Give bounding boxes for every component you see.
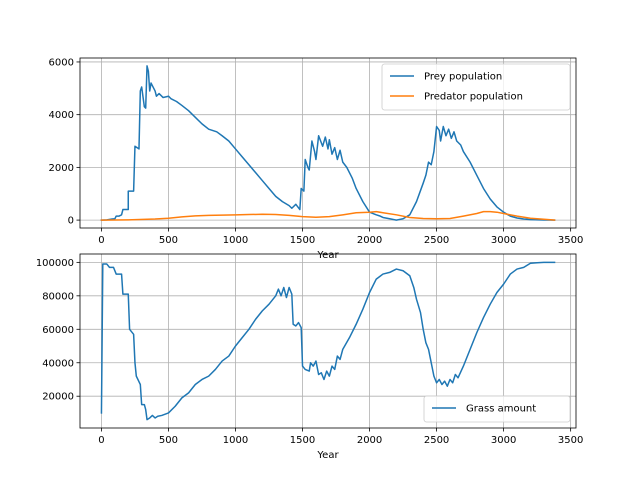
x-tick-label: 2000 bbox=[357, 235, 382, 246]
x-tick-label: 2500 bbox=[424, 435, 449, 446]
x-tick-label: 1500 bbox=[290, 435, 315, 446]
plot-frame bbox=[79, 253, 577, 429]
x-axis-label: Year bbox=[316, 250, 339, 261]
legend-label: Predator population bbox=[424, 92, 523, 103]
x-tick-label: 3500 bbox=[558, 435, 583, 446]
y-tick-label: 4000 bbox=[49, 110, 74, 121]
y-tick-label: 80000 bbox=[42, 291, 74, 302]
x-tick-label: 1500 bbox=[290, 235, 315, 246]
x-tick-label: 2500 bbox=[424, 235, 449, 246]
x-tick-label: 3000 bbox=[491, 235, 516, 246]
x-tick-label: 0 bbox=[98, 235, 104, 246]
legend-box bbox=[381, 63, 571, 111]
series-line-grass-amount bbox=[100, 261, 556, 421]
x-tick-label: 3000 bbox=[491, 435, 516, 446]
y-tick-label: 2000 bbox=[49, 163, 74, 174]
x-tick-label: 0 bbox=[98, 435, 104, 446]
series-line-predator-population bbox=[100, 210, 556, 221]
legend-label: Prey population bbox=[424, 72, 502, 83]
x-tick-label: 1000 bbox=[223, 435, 248, 446]
legend: Grass amount bbox=[423, 395, 571, 423]
legend: Prey population Predator population bbox=[381, 63, 571, 111]
x-tick-label: 500 bbox=[159, 435, 178, 446]
subplot-1: 0 500 1000 1500 2000 2500 3000 3500 0 2000 4000 600… bbox=[49, 57, 584, 261]
y-tick-label: 100000 bbox=[36, 258, 74, 269]
legend-box bbox=[423, 395, 571, 423]
y-tick-label: 20000 bbox=[42, 392, 74, 403]
legend-label: Grass amount bbox=[466, 404, 536, 415]
x-axis-label: Year bbox=[316, 450, 339, 461]
subplot-2: 0 500 1000 1500 2000 2500 3000 3500 20000 40000 60… bbox=[36, 253, 583, 461]
x-tick-label: 3500 bbox=[558, 235, 583, 246]
x-tick-label: 2000 bbox=[357, 435, 382, 446]
y-tick-label: 40000 bbox=[42, 358, 74, 369]
y-tick-label: 6000 bbox=[49, 57, 74, 68]
y-tick-label: 0 bbox=[68, 216, 74, 227]
y-tick-label: 60000 bbox=[42, 325, 74, 336]
series-line-prey-population bbox=[100, 65, 556, 221]
plot-frame bbox=[79, 57, 577, 229]
x-tick-label: 500 bbox=[159, 235, 178, 246]
x-tick-label: 1000 bbox=[223, 235, 248, 246]
